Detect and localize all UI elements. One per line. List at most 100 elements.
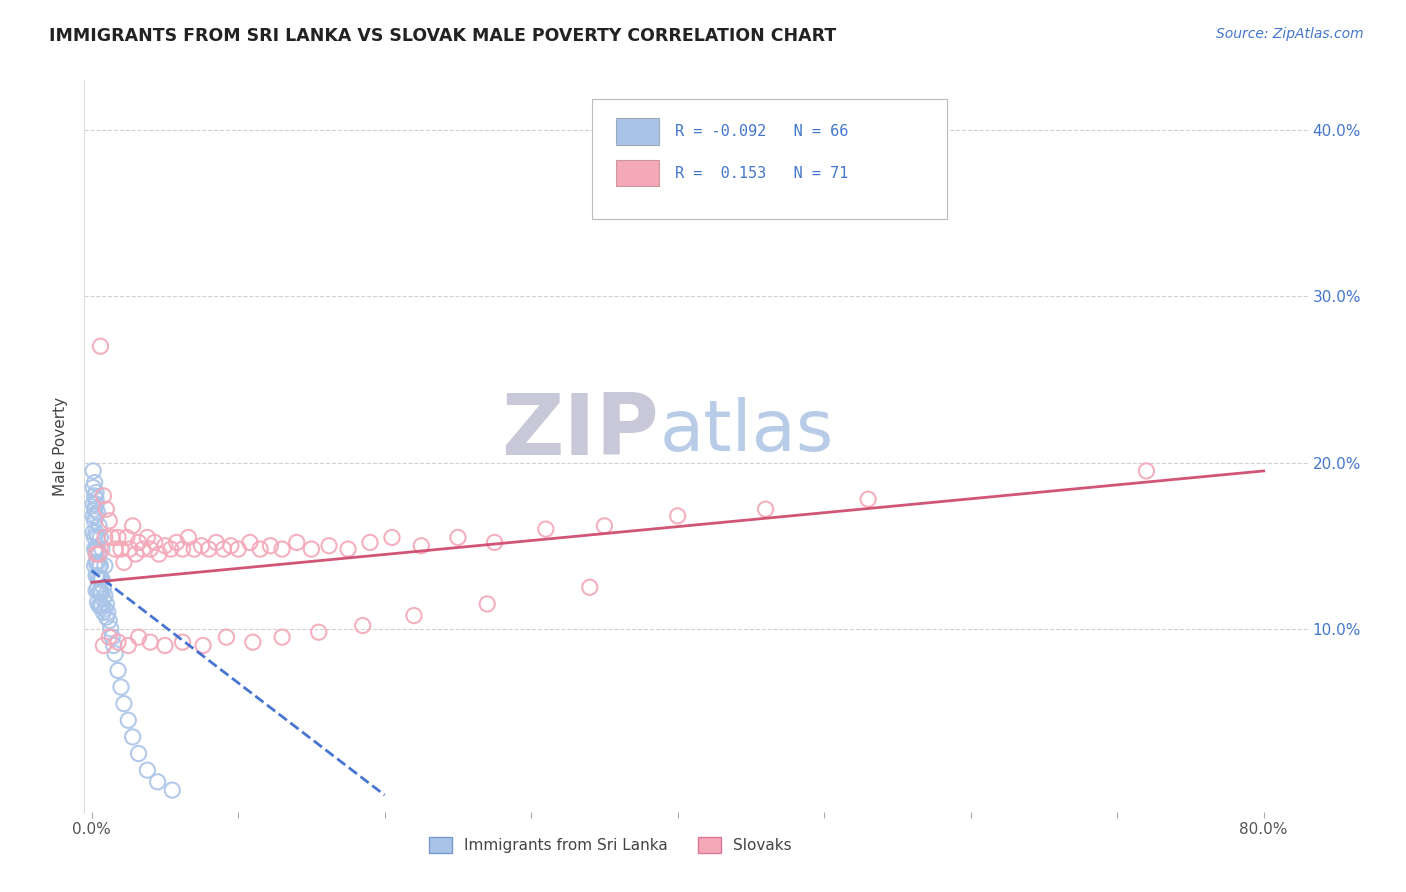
Point bbox=[146, 774, 169, 789]
Point bbox=[318, 539, 340, 553]
Point bbox=[107, 530, 129, 544]
Point bbox=[299, 542, 322, 557]
Point bbox=[93, 489, 115, 503]
Point bbox=[754, 502, 776, 516]
Point bbox=[89, 530, 111, 544]
Point bbox=[190, 539, 212, 553]
Point bbox=[97, 605, 120, 619]
Point bbox=[83, 514, 105, 528]
Point bbox=[93, 639, 115, 653]
Point bbox=[82, 481, 104, 495]
Point bbox=[191, 639, 214, 653]
Point bbox=[205, 535, 228, 549]
Point bbox=[84, 542, 107, 557]
Point bbox=[93, 605, 115, 619]
Point bbox=[94, 589, 117, 603]
Point bbox=[86, 530, 108, 544]
Point bbox=[87, 547, 110, 561]
Point bbox=[128, 535, 150, 549]
Point bbox=[271, 630, 294, 644]
Point bbox=[239, 535, 262, 549]
Point bbox=[447, 530, 470, 544]
Point bbox=[381, 530, 404, 544]
Point bbox=[84, 547, 107, 561]
Point bbox=[249, 542, 271, 557]
Point bbox=[172, 635, 194, 649]
Point bbox=[89, 585, 111, 599]
Point bbox=[259, 539, 281, 553]
Point bbox=[143, 535, 166, 549]
Point bbox=[148, 547, 170, 561]
Point bbox=[107, 635, 129, 649]
Point bbox=[107, 664, 129, 678]
Text: ZIP: ZIP bbox=[502, 390, 659, 473]
Point bbox=[159, 542, 181, 557]
Legend: Immigrants from Sri Lanka, Slovaks: Immigrants from Sri Lanka, Slovaks bbox=[423, 830, 799, 859]
Point bbox=[87, 558, 110, 573]
Point bbox=[593, 518, 616, 533]
Bar bbox=[616, 160, 659, 186]
Point bbox=[86, 555, 108, 569]
Point bbox=[98, 614, 121, 628]
Point bbox=[212, 542, 235, 557]
Point bbox=[578, 580, 600, 594]
Point bbox=[82, 525, 104, 540]
Point bbox=[153, 539, 176, 553]
Point bbox=[100, 622, 122, 636]
Point bbox=[83, 489, 105, 503]
Point bbox=[172, 542, 194, 557]
Point bbox=[484, 535, 506, 549]
Point bbox=[112, 555, 135, 569]
Point bbox=[104, 542, 127, 557]
Point bbox=[166, 535, 188, 549]
Point bbox=[93, 591, 115, 606]
Point bbox=[89, 339, 111, 353]
Point bbox=[87, 572, 110, 586]
Point bbox=[128, 630, 150, 644]
Point bbox=[82, 508, 104, 523]
Point bbox=[242, 635, 264, 649]
Point bbox=[162, 783, 184, 797]
Text: atlas: atlas bbox=[659, 397, 834, 466]
Point bbox=[110, 680, 132, 694]
Point bbox=[91, 599, 114, 613]
Y-axis label: Male Poverty: Male Poverty bbox=[53, 396, 69, 496]
Point bbox=[86, 595, 108, 609]
Point bbox=[94, 530, 117, 544]
Point bbox=[477, 597, 499, 611]
Point bbox=[101, 630, 124, 644]
Point bbox=[96, 610, 118, 624]
Point bbox=[86, 506, 108, 520]
Point bbox=[183, 542, 205, 557]
Point bbox=[139, 635, 162, 649]
Point bbox=[84, 492, 107, 507]
Point bbox=[226, 542, 249, 557]
Point bbox=[93, 580, 115, 594]
Point bbox=[83, 530, 105, 544]
Point bbox=[96, 597, 118, 611]
Point bbox=[136, 763, 159, 777]
Point bbox=[83, 475, 105, 490]
Point bbox=[94, 558, 117, 573]
Point bbox=[198, 542, 221, 557]
Point bbox=[84, 583, 107, 598]
Point bbox=[82, 464, 104, 478]
Point bbox=[84, 568, 107, 582]
Point bbox=[87, 547, 110, 561]
Point bbox=[94, 602, 117, 616]
Point bbox=[352, 618, 374, 632]
Text: Source: ZipAtlas.com: Source: ZipAtlas.com bbox=[1216, 27, 1364, 41]
Point bbox=[337, 542, 360, 557]
Point bbox=[83, 558, 105, 573]
Point bbox=[153, 639, 176, 653]
Point bbox=[219, 539, 242, 553]
Point bbox=[112, 697, 135, 711]
Point bbox=[1135, 464, 1157, 478]
Point bbox=[121, 730, 143, 744]
Point bbox=[117, 714, 139, 728]
Point bbox=[89, 572, 111, 586]
Point bbox=[83, 502, 105, 516]
Point bbox=[87, 585, 110, 599]
Text: R = -0.092   N = 66: R = -0.092 N = 66 bbox=[675, 124, 849, 139]
Point bbox=[128, 747, 150, 761]
